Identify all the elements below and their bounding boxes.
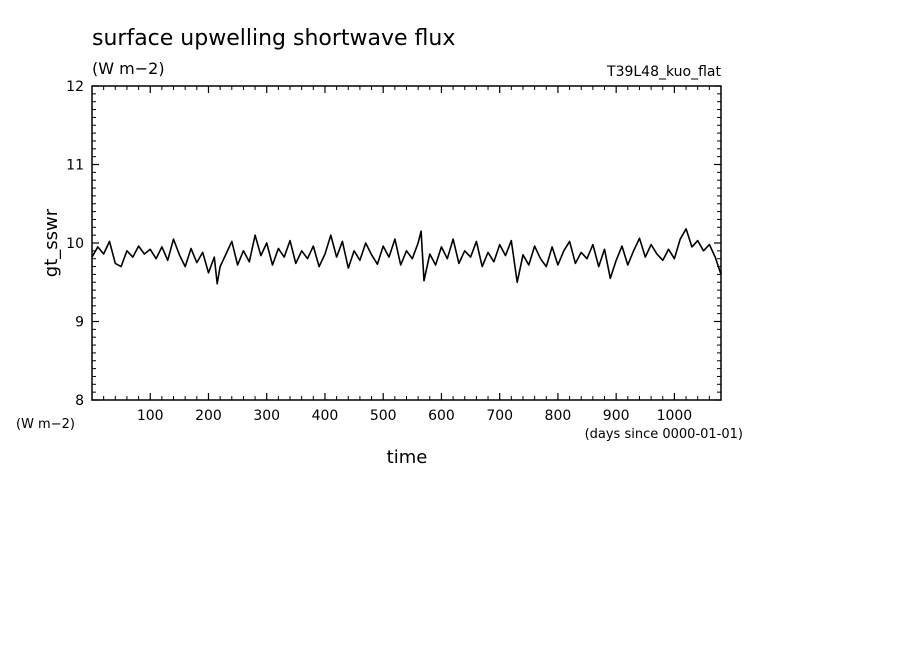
x-tick-label: 300 [253, 408, 280, 424]
y-tick-label: 12 [66, 79, 84, 95]
y-tick-label: 11 [66, 158, 84, 174]
x-tick-label: 800 [545, 408, 572, 424]
y-tick-label: 9 [75, 315, 84, 331]
x-tick-label: 900 [603, 408, 630, 424]
chart-subtitle-units: (W m−2) [92, 59, 165, 78]
axis-ticks [92, 85, 721, 401]
x-tick-label: 200 [195, 408, 222, 424]
x-tick-label: 500 [370, 408, 397, 424]
plot-frame [91, 85, 722, 401]
y-tick-labels: 8 9 10 11 12 [66, 79, 84, 409]
x-axis-units: (days since 0000-01-01) [585, 427, 743, 442]
x-tick-label: 400 [312, 408, 339, 424]
series-group [91, 228, 722, 285]
x-tick-label: 100 [137, 408, 164, 424]
run-label: T39L48_kuo_flat [606, 64, 721, 80]
x-tick-labels: 100 200 300 400 500 600 700 800 900 1000 [137, 408, 692, 424]
x-tick-label: 1000 [657, 408, 693, 424]
series-line-gt-sswr [91, 228, 722, 285]
y-tick-label: 8 [75, 393, 84, 409]
chart-title: surface upwelling shortwave flux [92, 26, 455, 51]
y-tick-label: 10 [66, 236, 84, 252]
x-tick-label: 700 [486, 408, 513, 424]
x-tick-label: 600 [428, 408, 455, 424]
y-axis-units: (W m−2) [16, 417, 75, 432]
x-axis-label: time [387, 447, 428, 468]
y-axis-label: gt_sswr [41, 208, 62, 277]
